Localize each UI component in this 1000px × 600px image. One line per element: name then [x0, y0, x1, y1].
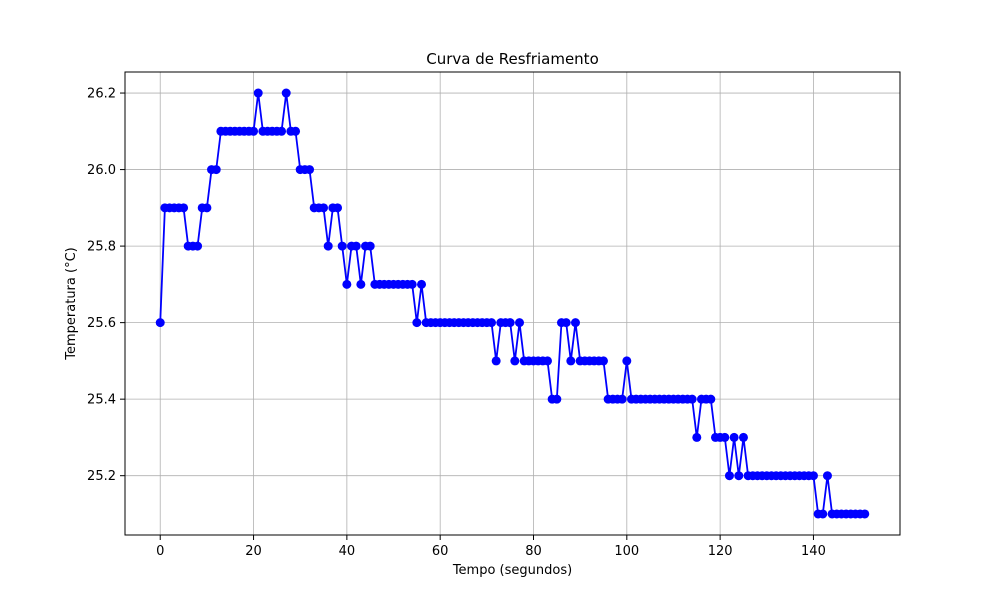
data-point	[323, 241, 333, 251]
x-axis-ticks: 0 20 40 60 80 100 120 140	[156, 535, 826, 559]
data-point	[570, 318, 580, 328]
data-point	[179, 203, 189, 213]
data-point	[291, 126, 301, 136]
data-point	[281, 88, 291, 98]
data-point	[706, 394, 716, 404]
y-tick-label: 26.0	[87, 163, 116, 178]
data-point	[356, 279, 366, 289]
y-tick-label: 25.8	[87, 240, 116, 255]
data-point	[351, 241, 361, 251]
x-tick-label: 120	[708, 544, 733, 559]
data-point	[729, 432, 739, 442]
data-point	[253, 88, 263, 98]
data-point	[552, 394, 562, 404]
data-point	[510, 356, 520, 366]
data-point	[342, 279, 352, 289]
data-point	[211, 165, 221, 175]
data-point	[734, 471, 744, 481]
series-layer	[155, 88, 870, 519]
x-tick-label: 100	[614, 544, 639, 559]
data-point	[487, 318, 496, 328]
y-tick-label: 25.2	[87, 469, 116, 484]
chart-title: Curva de Resfriamento	[426, 50, 599, 68]
data-point	[491, 356, 501, 366]
x-axis-label: Tempo (segundos)	[452, 563, 572, 578]
data-point	[193, 241, 203, 251]
data-point	[249, 126, 259, 136]
x-tick-label: 60	[432, 544, 449, 559]
data-point	[542, 356, 552, 366]
x-tick-label: 140	[801, 544, 826, 559]
data-point	[860, 509, 870, 519]
data-point	[417, 279, 427, 289]
y-axis-label: Temperatura (°C)	[64, 247, 79, 360]
x-tick-label: 20	[245, 544, 262, 559]
data-point	[515, 318, 524, 328]
data-point	[566, 356, 576, 366]
data-point	[561, 318, 571, 328]
data-point	[505, 318, 515, 328]
x-tick-label: 80	[525, 544, 542, 559]
data-point	[724, 471, 734, 481]
data-point	[622, 356, 632, 366]
data-point	[365, 241, 375, 251]
data-point	[155, 318, 165, 328]
data-point	[277, 126, 287, 136]
y-axis-ticks: 25.2 25.4 25.6 25.8 26.0 26.2	[87, 87, 125, 484]
data-point	[407, 279, 417, 289]
data-point	[617, 394, 627, 404]
data-point	[692, 432, 702, 442]
data-point	[333, 203, 343, 213]
data-point	[202, 203, 212, 213]
data-point	[822, 471, 832, 481]
data-point	[319, 203, 329, 213]
data-point	[808, 471, 818, 481]
data-point	[305, 165, 315, 175]
data-point	[818, 509, 828, 519]
data-point	[412, 318, 422, 328]
x-tick-label: 0	[156, 544, 164, 559]
y-tick-label: 25.4	[87, 393, 116, 408]
data-point	[337, 241, 347, 251]
plot-frame	[124, 71, 901, 536]
data-point	[687, 394, 697, 404]
y-tick-label: 26.2	[87, 87, 116, 102]
data-point	[720, 432, 730, 442]
x-tick-label: 40	[339, 544, 356, 559]
data-point	[738, 432, 748, 442]
data-point	[598, 356, 608, 366]
y-tick-label: 25.6	[87, 316, 116, 331]
